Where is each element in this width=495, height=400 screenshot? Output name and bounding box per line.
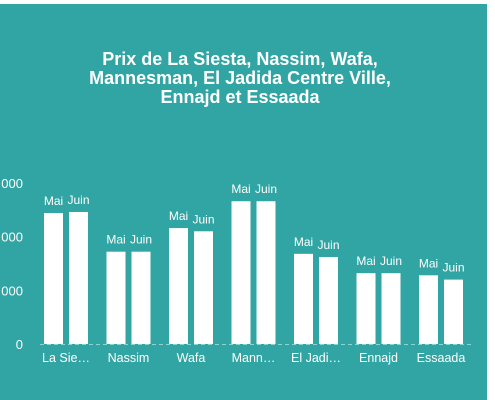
data-label-mai-4: Mai: [294, 235, 313, 249]
chart-title: Prix de La Siesta, Nassim, Wafa, Mannesm…: [20, 50, 460, 107]
bar-mai-6: [419, 275, 438, 344]
x-tick-label-4: El Jadi…: [291, 351, 341, 365]
bar-mai-2: [169, 228, 188, 344]
data-label-mai-1: Mai: [106, 233, 125, 247]
bar-juin-1: [131, 251, 151, 344]
chart-title-line-3: Ennajd et Essaada: [160, 87, 320, 107]
x-tick-label-0: La Sie…: [42, 351, 90, 365]
y-tick-label-2: 000: [1, 230, 23, 245]
x-tick-label-6: Essaada: [417, 351, 466, 365]
bar-juin-2: [194, 231, 213, 344]
data-label-juin-4: Juin: [317, 238, 339, 252]
bar-mai-4: [294, 253, 313, 344]
bar-juin-6: [444, 279, 463, 344]
x-tick-label-1: Nassim: [108, 351, 150, 365]
data-label-mai-5: Mai: [356, 254, 375, 268]
data-label-mai-6: Mai: [419, 256, 438, 270]
x-tick-label-3: Mann…: [232, 351, 276, 365]
y-tick-label-0: 0: [16, 337, 23, 352]
chart-title-line-2: Mannesman, El Jadida Centre Ville,: [89, 68, 391, 88]
bar-mai-1: [106, 251, 126, 344]
data-label-juin-6: Juin: [442, 261, 464, 275]
bar-mai-5: [356, 273, 376, 344]
top-border: [0, 0, 487, 4]
bar-juin-0: [69, 211, 88, 344]
bar-mai-0: [44, 213, 63, 344]
data-label-juin-3: Juin: [255, 182, 277, 196]
data-label-juin-1: Juin: [130, 233, 152, 247]
data-label-mai-2: Mai: [169, 209, 188, 223]
y-tick-label-3: 000: [1, 176, 23, 191]
bar-juin-4: [319, 257, 338, 344]
x-tick-label-5: Ennajd: [359, 351, 398, 365]
chart-title-line-1: Prix de La Siesta, Nassim, Wafa,: [102, 49, 378, 69]
data-label-juin-5: Juin: [380, 254, 402, 268]
data-label-juin-2: Juin: [192, 212, 214, 226]
right-border: [487, 0, 495, 400]
bar-mai-3: [231, 201, 251, 344]
bar-juin-5: [381, 273, 401, 344]
data-label-juin-0: Juin: [67, 193, 89, 207]
data-label-mai-3: Mai: [231, 182, 250, 196]
x-tick-label-2: Wafa: [177, 351, 206, 365]
y-tick-label-1: 000: [1, 283, 23, 298]
bar-juin-3: [256, 201, 276, 344]
data-label-mai-0: Mai: [44, 194, 63, 208]
